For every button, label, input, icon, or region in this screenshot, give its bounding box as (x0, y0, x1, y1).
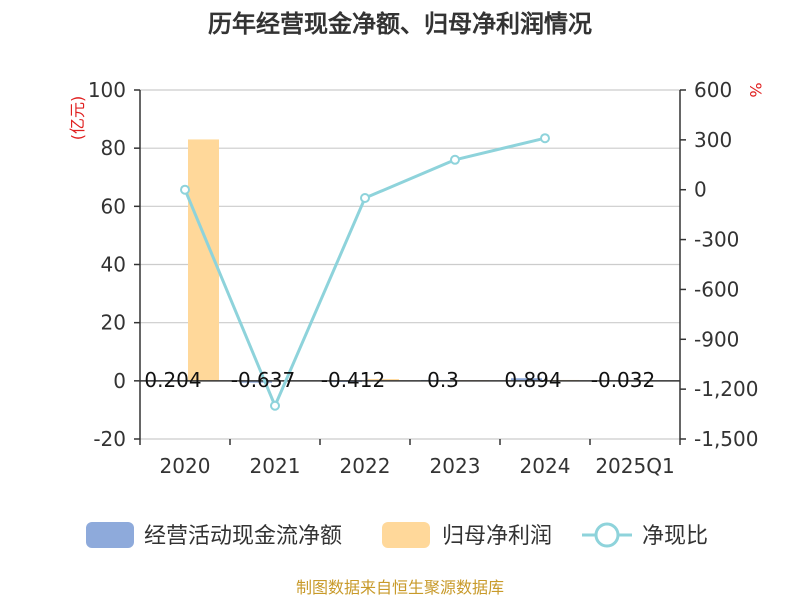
right-tick-label: 0 (694, 178, 707, 202)
right-axis-ticks: -1,500 -1,200 -900 -600 -300 0 300 600 (680, 78, 758, 451)
legend-label-ratio: 净现比 (642, 524, 708, 549)
cashflow-data-label: 0.894 (504, 368, 561, 392)
left-tick-label: 20 (101, 311, 126, 335)
left-tick-label: 40 (101, 253, 126, 277)
cashflow-data-label: -0.412 (321, 368, 385, 392)
ratio-point (180, 184, 190, 195)
left-tick-label: 80 (101, 136, 126, 160)
right-tick-label: -1,200 (694, 377, 758, 401)
right-tick-label: 300 (694, 128, 732, 152)
x-tick-label: 2023 (430, 454, 481, 478)
ratio-line-path (183, 136, 546, 408)
x-tick-label: 2022 (340, 454, 391, 478)
left-tick-label: 0 (113, 369, 126, 393)
cashflow-data-label: 0.3 (427, 368, 459, 392)
profit-bar (368, 379, 399, 381)
x-tick-label: 2021 (250, 454, 301, 478)
right-tick-label: -900 (694, 327, 739, 351)
right-tick-label: -600 (694, 277, 739, 301)
ratio-point (360, 193, 370, 204)
left-tick-label: -20 (93, 427, 126, 451)
legend: 经营活动现金流净额 归母净利润 净现比 (86, 522, 708, 549)
legend-swatch-cashflow (86, 522, 134, 548)
data-labels: 0.204 -0.637 -0.412 0.3 0.894 -0.032 (144, 368, 655, 392)
left-tick-label: 100 (88, 78, 126, 102)
x-axis-ticks: 2020 2021 2022 2023 2024 2025Q1 (139, 439, 681, 478)
profit-bars (188, 139, 669, 382)
left-axis-unit: (亿元) (68, 96, 87, 141)
legend-label-cashflow: 经营活动现金流净额 (144, 524, 342, 549)
ratio-line (180, 133, 550, 411)
cashflow-data-label: -0.032 (591, 368, 655, 392)
ratio-point (450, 154, 460, 165)
legend-swatch-ratio-marker (594, 522, 620, 548)
right-axis-unit: % (746, 82, 765, 97)
x-tick-label: 2025Q1 (595, 454, 674, 478)
x-tick-label: 2020 (160, 454, 211, 478)
left-tick-label: 60 (101, 194, 126, 218)
right-tick-label: -300 (694, 228, 739, 252)
left-axis-ticks: -20 0 20 40 60 80 100 (88, 78, 140, 451)
legend-item-cashflow[interactable]: 经营活动现金流净额 (86, 522, 342, 549)
legend-label-profit: 归母净利润 (442, 524, 552, 549)
legend-item-profit[interactable]: 归母净利润 (382, 522, 552, 549)
cashflow-bar (241, 380, 272, 383)
cashflow-data-label: -0.637 (231, 368, 295, 392)
cashflow-data-label: 0.204 (144, 368, 201, 392)
legend-item-ratio[interactable]: 净现比 (582, 522, 708, 549)
legend-swatch-profit (382, 522, 430, 548)
chart-title: 历年经营现金净额、归母净利润情况 (208, 10, 592, 38)
x-tick-label: 2024 (520, 454, 571, 478)
source-note: 制图数据来自恒生聚源数据库 (296, 578, 504, 597)
right-tick-label: -1,500 (694, 427, 758, 451)
ratio-point (540, 133, 550, 144)
right-tick-label: 600 (694, 78, 732, 102)
ratio-point (270, 400, 280, 411)
cashflow-bar (511, 378, 542, 381)
